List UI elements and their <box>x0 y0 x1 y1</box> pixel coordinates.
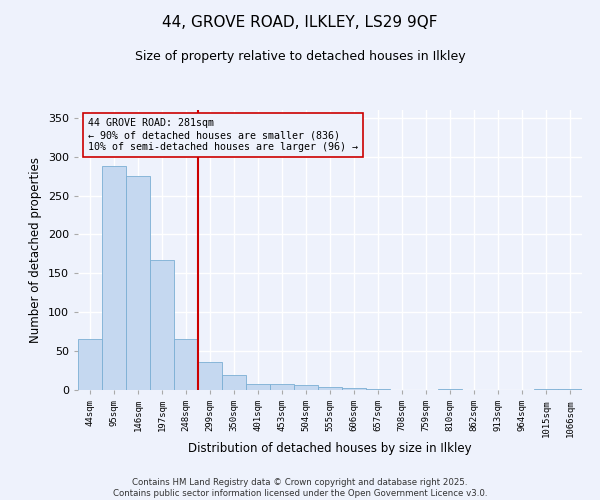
Bar <box>366 389 390 390</box>
Bar <box>270 384 294 390</box>
Bar <box>342 388 366 390</box>
Bar <box>102 166 126 390</box>
Bar <box>438 389 462 390</box>
Bar <box>150 260 174 390</box>
Bar <box>294 386 318 390</box>
Bar <box>558 389 582 390</box>
Text: Contains HM Land Registry data © Crown copyright and database right 2025.
Contai: Contains HM Land Registry data © Crown c… <box>113 478 487 498</box>
X-axis label: Distribution of detached houses by size in Ilkley: Distribution of detached houses by size … <box>188 442 472 455</box>
Bar <box>222 375 246 390</box>
Y-axis label: Number of detached properties: Number of detached properties <box>29 157 42 343</box>
Text: 44, GROVE ROAD, ILKLEY, LS29 9QF: 44, GROVE ROAD, ILKLEY, LS29 9QF <box>162 15 438 30</box>
Bar <box>198 362 222 390</box>
Bar <box>174 340 198 390</box>
Bar <box>246 384 270 390</box>
Bar <box>126 176 150 390</box>
Text: Size of property relative to detached houses in Ilkley: Size of property relative to detached ho… <box>134 50 466 63</box>
Text: 44 GROVE ROAD: 281sqm
← 90% of detached houses are smaller (836)
10% of semi-det: 44 GROVE ROAD: 281sqm ← 90% of detached … <box>88 118 358 152</box>
Bar <box>534 389 558 390</box>
Bar <box>318 387 342 390</box>
Bar <box>78 340 102 390</box>
